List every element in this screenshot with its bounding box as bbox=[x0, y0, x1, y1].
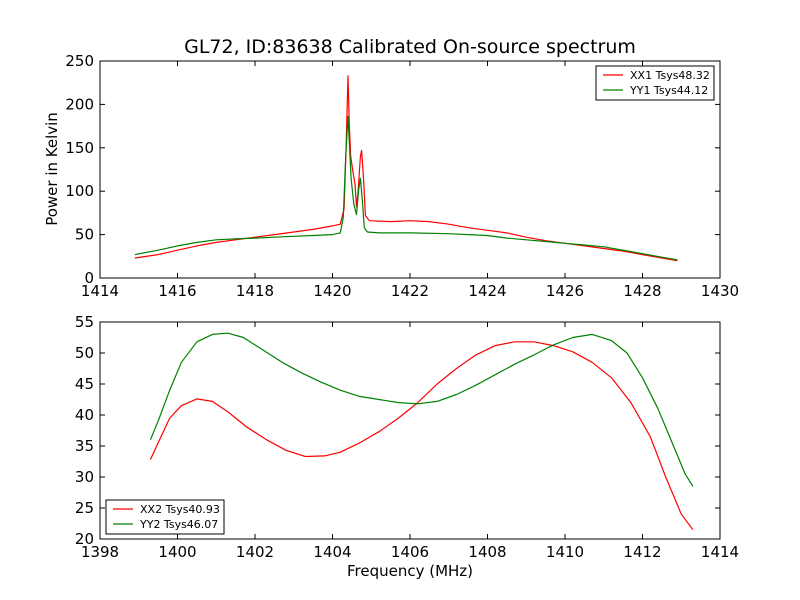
bottom-x-axis-label: Frequency (MHz) bbox=[347, 562, 473, 580]
top-x-tick-label: 1414 bbox=[81, 282, 119, 300]
top-legend-label-2: YY1 Tsys44.12 bbox=[629, 84, 708, 97]
bottom-x-tick-label: 1410 bbox=[546, 543, 584, 561]
top-legend: XX1 Tsys48.32 YY1 Tsys44.12 bbox=[595, 65, 715, 101]
bottom-legend-label-2: YY2 Tsys46.07 bbox=[139, 518, 218, 531]
top-legend-box bbox=[595, 65, 715, 101]
bottom-x-tick-label: 1402 bbox=[236, 543, 274, 561]
bottom-y-tick-label: 55 bbox=[75, 313, 94, 331]
top-x-tick-label: 1430 bbox=[701, 282, 739, 300]
bottom-y-tick-label: 25 bbox=[75, 499, 94, 517]
top-y-tick-label: 200 bbox=[65, 95, 94, 113]
bottom-y-tick-label: 35 bbox=[75, 437, 94, 455]
bottom-plot-panel: 1398 1400 1402 1404 1406 1408 1410 1412 1414 20 25… bbox=[75, 313, 739, 561]
top-x-tick-label: 1424 bbox=[468, 282, 506, 300]
bottom-y-tick-label: 50 bbox=[75, 344, 94, 362]
bottom-x-tick-label: 1406 bbox=[391, 543, 429, 561]
top-x-tick-label: 1420 bbox=[313, 282, 351, 300]
bottom-x-tick-label: 1398 bbox=[81, 543, 119, 561]
top-y-tick-label: 50 bbox=[75, 226, 94, 244]
bottom-x-tick-label: 1408 bbox=[468, 543, 506, 561]
top-x-tick-label: 1422 bbox=[391, 282, 429, 300]
bottom-legend: XX2 Tsys40.93 YY2 Tsys46.07 bbox=[105, 499, 225, 535]
top-y-axis-label: Power in Kelvin bbox=[43, 112, 61, 226]
bottom-x-tick-label: 1400 bbox=[158, 543, 196, 561]
bottom-legend-label-1: XX2 Tsys40.93 bbox=[140, 503, 220, 516]
top-x-tick-label: 1416 bbox=[158, 282, 196, 300]
chart-title: GL72, ID:83638 Calibrated On-source spec… bbox=[184, 36, 636, 58]
bottom-y-tick-label: 30 bbox=[75, 468, 94, 486]
top-y-tick-label: 0 bbox=[84, 269, 94, 287]
top-y-tick-label: 150 bbox=[65, 139, 94, 157]
bottom-y-tick-label: 40 bbox=[75, 406, 94, 424]
top-series-line-2 bbox=[134, 116, 678, 261]
top-plot-panel: 1414 1416 1418 1420 1422 1424 1426 1428 1430 0 50 1… bbox=[65, 52, 739, 300]
top-y-tick-label: 100 bbox=[65, 182, 94, 200]
bottom-x-tick-label: 1414 bbox=[701, 543, 739, 561]
top-legend-label-1: XX1 Tsys48.32 bbox=[630, 69, 710, 82]
bottom-legend-box bbox=[105, 499, 225, 535]
bottom-x-tick-label: 1404 bbox=[313, 543, 351, 561]
top-x-tick-label: 1428 bbox=[623, 282, 661, 300]
top-series-group bbox=[134, 75, 678, 262]
bottom-y-tick-label: 45 bbox=[75, 375, 94, 393]
bottom-series-group bbox=[149, 332, 694, 531]
bottom-x-tick-label: 1412 bbox=[623, 543, 661, 561]
bottom-series-line-2 bbox=[149, 332, 694, 487]
top-x-tick-label: 1426 bbox=[546, 282, 584, 300]
bottom-y-tick-label: 20 bbox=[75, 530, 94, 548]
bottom-series-line-1 bbox=[149, 341, 694, 531]
top-x-tick-label: 1418 bbox=[236, 282, 274, 300]
top-y-tick-label: 250 bbox=[65, 52, 94, 70]
top-series-line-1 bbox=[134, 75, 678, 262]
